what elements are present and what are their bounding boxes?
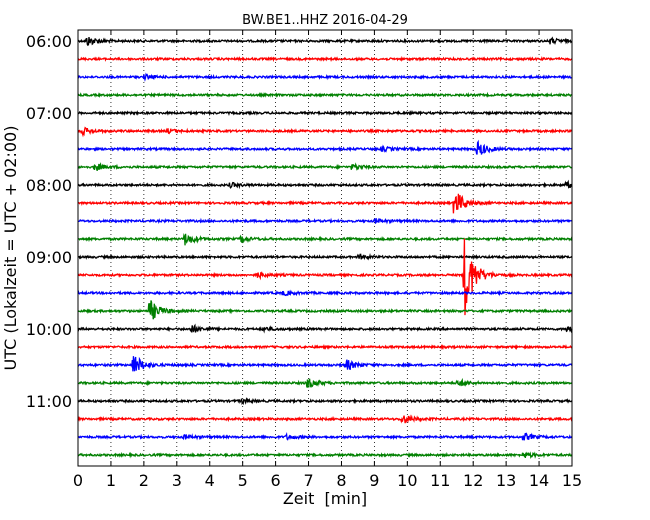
trace-line (77, 55, 573, 63)
x-axis-label: Zeit [min] (283, 489, 367, 508)
trace-line (77, 109, 573, 117)
trace-line (77, 414, 573, 424)
trace-line (77, 252, 573, 261)
trace-line (77, 431, 573, 441)
trace-line (77, 451, 573, 459)
y-tick-label: 08:00 (26, 176, 72, 195)
y-axis: 06:00 07:00 08:00 09:00 10:00 11:00 (26, 32, 83, 411)
x-tick-label: 10 (397, 471, 417, 490)
trace-line (77, 139, 573, 155)
x-tick-label: 2 (139, 471, 149, 490)
x-tick-label: 14 (529, 471, 549, 490)
y-tick-label: 10:00 (26, 320, 72, 339)
y-tick-label: 11:00 (26, 392, 72, 411)
trace-line (77, 217, 573, 225)
trace-line (77, 36, 573, 47)
trace-line (77, 91, 573, 99)
grid-lines (110, 30, 540, 466)
trace-line (77, 356, 573, 372)
x-tick-label: 6 (271, 471, 281, 490)
chart-title: BW.BE1..HHZ 2016-04-29 (242, 13, 408, 28)
y-axis-label: UTC (Lokalzeit = UTC + 02:00) (1, 126, 20, 371)
x-tick-label: 1 (106, 471, 116, 490)
trace-line (77, 289, 573, 297)
x-tick-label: 15 (562, 471, 582, 490)
x-axis: 0 1 2 3 4 5 6 7 8 9 10 11 12 13 14 15 (73, 30, 582, 490)
trace-line (77, 323, 573, 334)
trace-line (77, 397, 573, 406)
x-tick-label: 13 (496, 471, 516, 490)
trace-line (77, 126, 573, 138)
x-tick-label: 8 (336, 471, 346, 490)
trace-line (77, 72, 573, 82)
trace-line (77, 377, 573, 388)
trace-line (77, 232, 573, 246)
y-tick-label: 06:00 (26, 32, 72, 51)
y-tick-label: 09:00 (26, 248, 72, 267)
x-tick-label: 4 (205, 471, 215, 490)
x-tick-label: 12 (463, 471, 483, 490)
trace-line (77, 300, 573, 320)
trace-line (77, 343, 573, 351)
x-tick-label: 0 (73, 471, 83, 490)
trace-group (77, 36, 573, 459)
x-tick-label: 9 (369, 471, 379, 490)
trace-line (77, 193, 573, 214)
trace-line (77, 238, 573, 316)
plot-frame (77, 29, 573, 467)
x-tick-label: 3 (172, 471, 182, 490)
y-tick-label: 07:00 (26, 104, 72, 123)
trace-line (77, 179, 573, 190)
trace-line (77, 162, 573, 171)
x-tick-label: 5 (238, 471, 248, 490)
x-tick-label: 11 (430, 471, 450, 490)
x-tick-label: 7 (303, 471, 313, 490)
